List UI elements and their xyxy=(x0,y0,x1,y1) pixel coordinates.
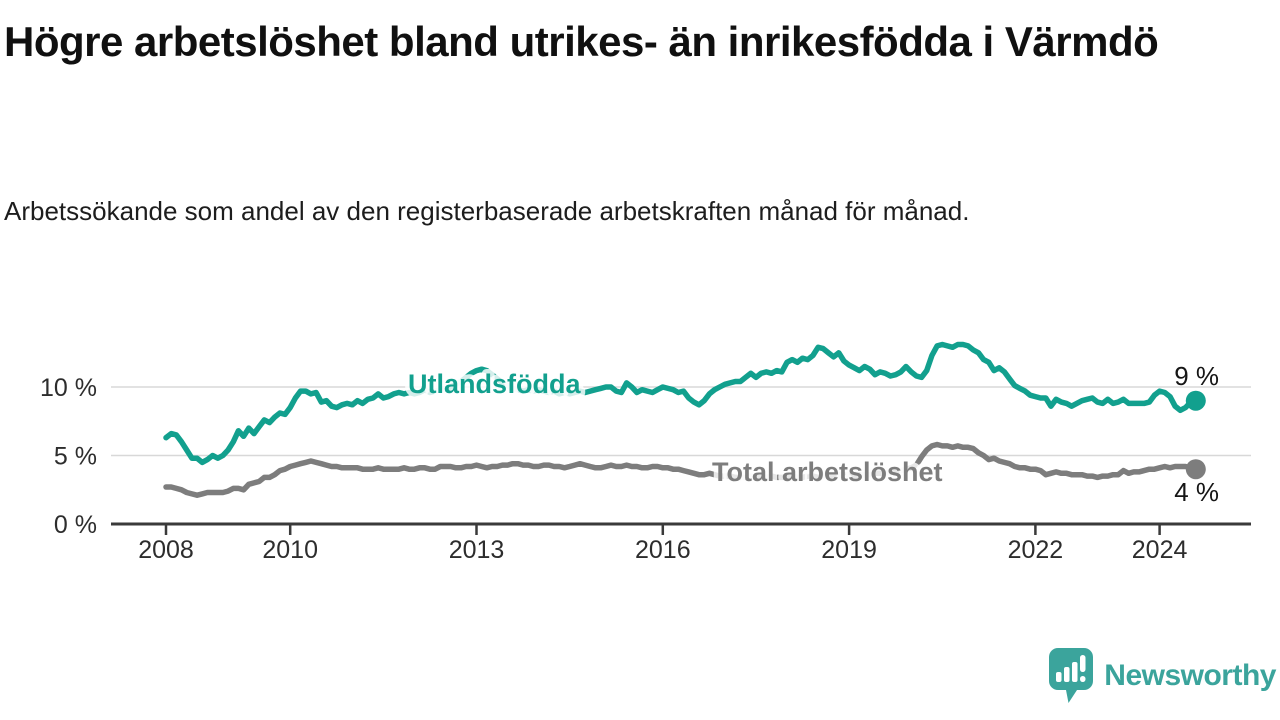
y-axis-labels: 0 % 5 % 10 % xyxy=(40,374,97,539)
series-end-dot-utlandsfodda xyxy=(1185,390,1206,411)
series-label-total: Total arbetslöshet xyxy=(712,457,943,487)
series-line-utlandsfodda xyxy=(163,341,1199,466)
gridlines xyxy=(111,386,1251,457)
logo-bars xyxy=(1056,655,1086,682)
x-axis: 2008 2010 2013 2016 2019 2022 2024 xyxy=(111,522,1251,564)
series-label-utlandsfodda: Utlandsfödda xyxy=(408,369,581,399)
end-value-label-total: 4 % xyxy=(1174,477,1219,507)
y-tick-label: 5 % xyxy=(54,443,97,471)
series-end-dot-total xyxy=(1185,459,1206,480)
x-tick-label-2016: 2016 xyxy=(635,536,691,564)
series-line-total xyxy=(163,441,1199,498)
y-tick-label: 10 % xyxy=(40,374,97,402)
y-tick-label: 0 % xyxy=(54,511,97,539)
x-tick-label-2022: 2022 xyxy=(1008,536,1064,564)
x-tick-label-2019: 2019 xyxy=(821,536,877,564)
x-tick-label-2013: 2013 xyxy=(449,536,505,564)
series-lines xyxy=(163,341,1199,498)
x-tick-label-2010: 2010 xyxy=(262,536,318,564)
end-value-label-utlandsfodda: 9 % xyxy=(1174,361,1219,391)
logo-exclamation-bar xyxy=(1080,655,1086,672)
page-subtitle: Arbetssökande som andel av den registerb… xyxy=(4,196,970,226)
newsworthy-logo: Newsworthy xyxy=(1047,645,1276,707)
series-labels: Utlandsfödda 9 % Total arbetslöshet 4 % xyxy=(404,361,1220,507)
newsworthy-logo-text: Newsworthy xyxy=(1104,659,1276,692)
x-axis-ticks: 2008 2010 2013 2016 2019 2022 2024 xyxy=(138,525,1187,564)
logo-exclamation-dot xyxy=(1080,676,1086,682)
x-tick-label-2008: 2008 xyxy=(138,536,194,564)
x-tick-label-2024: 2024 xyxy=(1132,536,1188,564)
newsworthy-logo-icon xyxy=(1049,648,1094,703)
page-title: Högre arbetslöshet bland utrikes- än inr… xyxy=(4,18,1159,65)
